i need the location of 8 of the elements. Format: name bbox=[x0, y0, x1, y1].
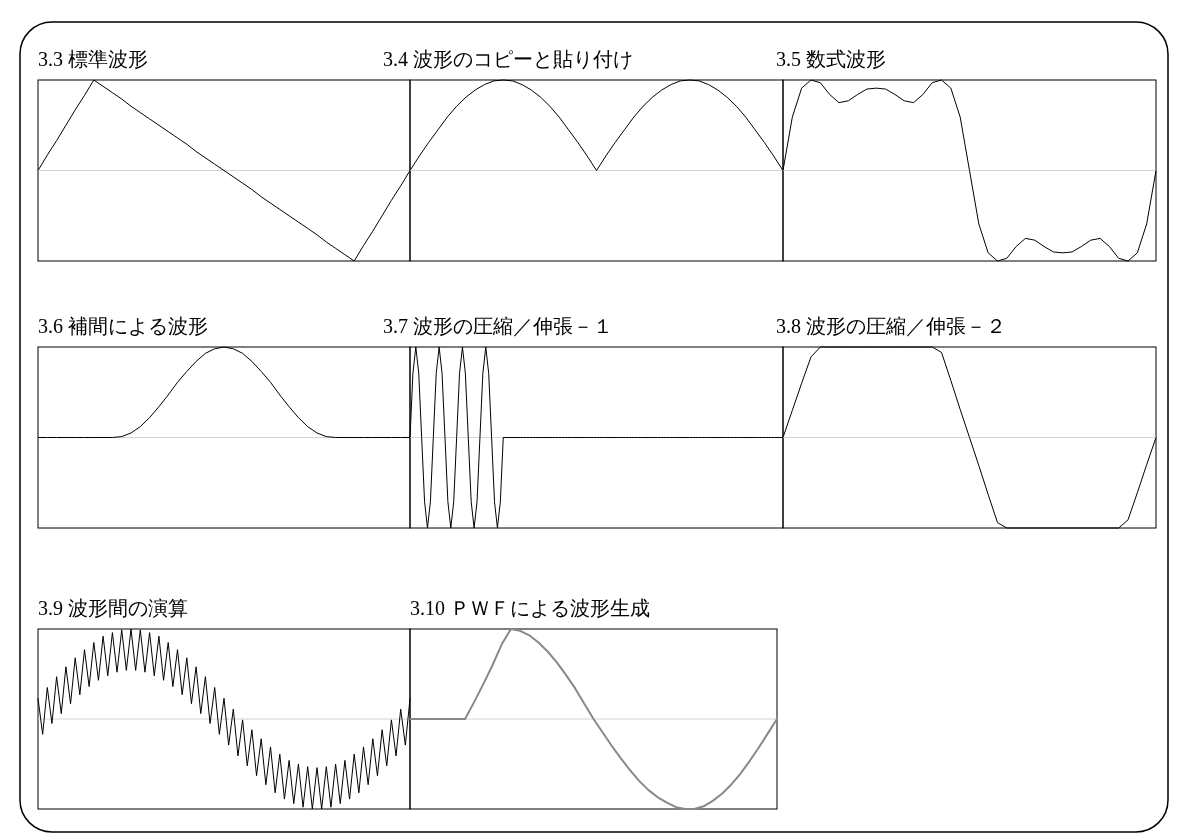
chart-title: 3.8 波形の圧縮／伸張－２ bbox=[776, 315, 1006, 337]
chart-title: 3.7 波形の圧縮／伸張－１ bbox=[383, 315, 613, 337]
chart-title: 3.9 波形間の演算 bbox=[38, 597, 188, 619]
chart-title: 3.6 補間による波形 bbox=[38, 315, 208, 337]
chart-title: 3.5 数式波形 bbox=[776, 48, 886, 70]
chart-title: 3.10 ＰＷＦによる波形生成 bbox=[410, 597, 650, 619]
chart-title: 3.3 標準波形 bbox=[38, 48, 148, 70]
chart-title: 3.4 波形のコピーと貼り付け bbox=[383, 48, 633, 70]
